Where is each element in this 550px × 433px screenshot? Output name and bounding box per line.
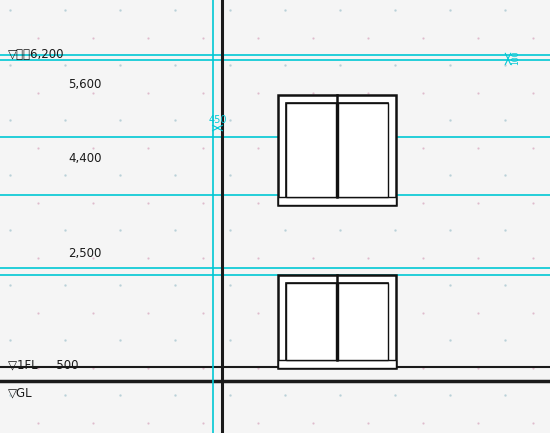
Bar bbox=[286, 103, 336, 197]
Bar bbox=[278, 197, 396, 205]
Text: 100: 100 bbox=[511, 50, 520, 65]
Bar bbox=[278, 275, 396, 368]
Text: ▽GL: ▽GL bbox=[8, 386, 32, 399]
Text: ▽軒高6,200: ▽軒高6,200 bbox=[8, 48, 64, 61]
Bar bbox=[278, 95, 396, 205]
Bar bbox=[286, 283, 336, 360]
Text: 5,600: 5,600 bbox=[68, 78, 101, 91]
Bar bbox=[278, 360, 396, 368]
Text: 2,500: 2,500 bbox=[68, 247, 101, 260]
Text: ▽1FL     500: ▽1FL 500 bbox=[8, 358, 79, 371]
Bar bbox=[338, 283, 388, 360]
Bar bbox=[338, 103, 388, 197]
Bar bbox=[286, 103, 388, 197]
Bar bbox=[286, 283, 388, 360]
Text: 4,400: 4,400 bbox=[68, 152, 102, 165]
Text: 450: 450 bbox=[208, 115, 227, 125]
